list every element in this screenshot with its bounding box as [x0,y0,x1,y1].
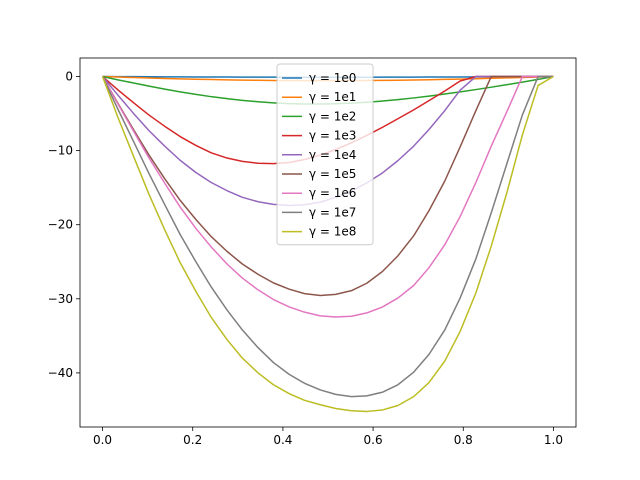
y-tick-label: −30 [48,292,73,306]
y-tick-label: 0 [65,70,73,84]
tick-layer: 0.0 0.2 0.4 0.6 0.8 1.0 0 −10 −20 −30 −40 [48,70,563,447]
legend-label-1: γ = 1e1 [309,90,356,104]
legend-label-4: γ = 1e4 [309,148,356,162]
legend-label-5: γ = 1e5 [309,167,356,181]
axes-frame [79,57,577,428]
series-line-6 [101,75,554,318]
x-tick-label: 1.0 [544,433,563,447]
legend: γ = 1e0 γ = 1e1 γ = 1e2 γ = 1e3 γ = 1e4 γ = 1… [276,63,374,246]
plot-frame [79,57,577,428]
legend-box [276,63,374,246]
legend-label-6: γ = 1e6 [309,186,356,200]
legend-label-0: γ = 1e0 [309,71,356,85]
legend-label-7: γ = 1e7 [309,205,356,219]
legend-label-2: γ = 1e2 [309,109,356,123]
series-line-8 [101,75,554,413]
legend-label-8: γ = 1e8 [309,225,356,239]
x-tick-label: 0.2 [183,433,202,447]
series-line-7 [101,75,554,398]
y-tick-label: −10 [48,144,73,158]
x-tick-label: 0.4 [273,433,292,447]
y-tick-label: −20 [48,218,73,232]
series-line-5 [101,75,554,297]
x-tick-label: 0.8 [454,433,473,447]
x-tick-label: 0.0 [93,433,112,447]
y-tick-label: −40 [48,366,73,380]
legend-label-3: γ = 1e3 [309,129,356,143]
x-tick-label: 0.6 [364,433,383,447]
